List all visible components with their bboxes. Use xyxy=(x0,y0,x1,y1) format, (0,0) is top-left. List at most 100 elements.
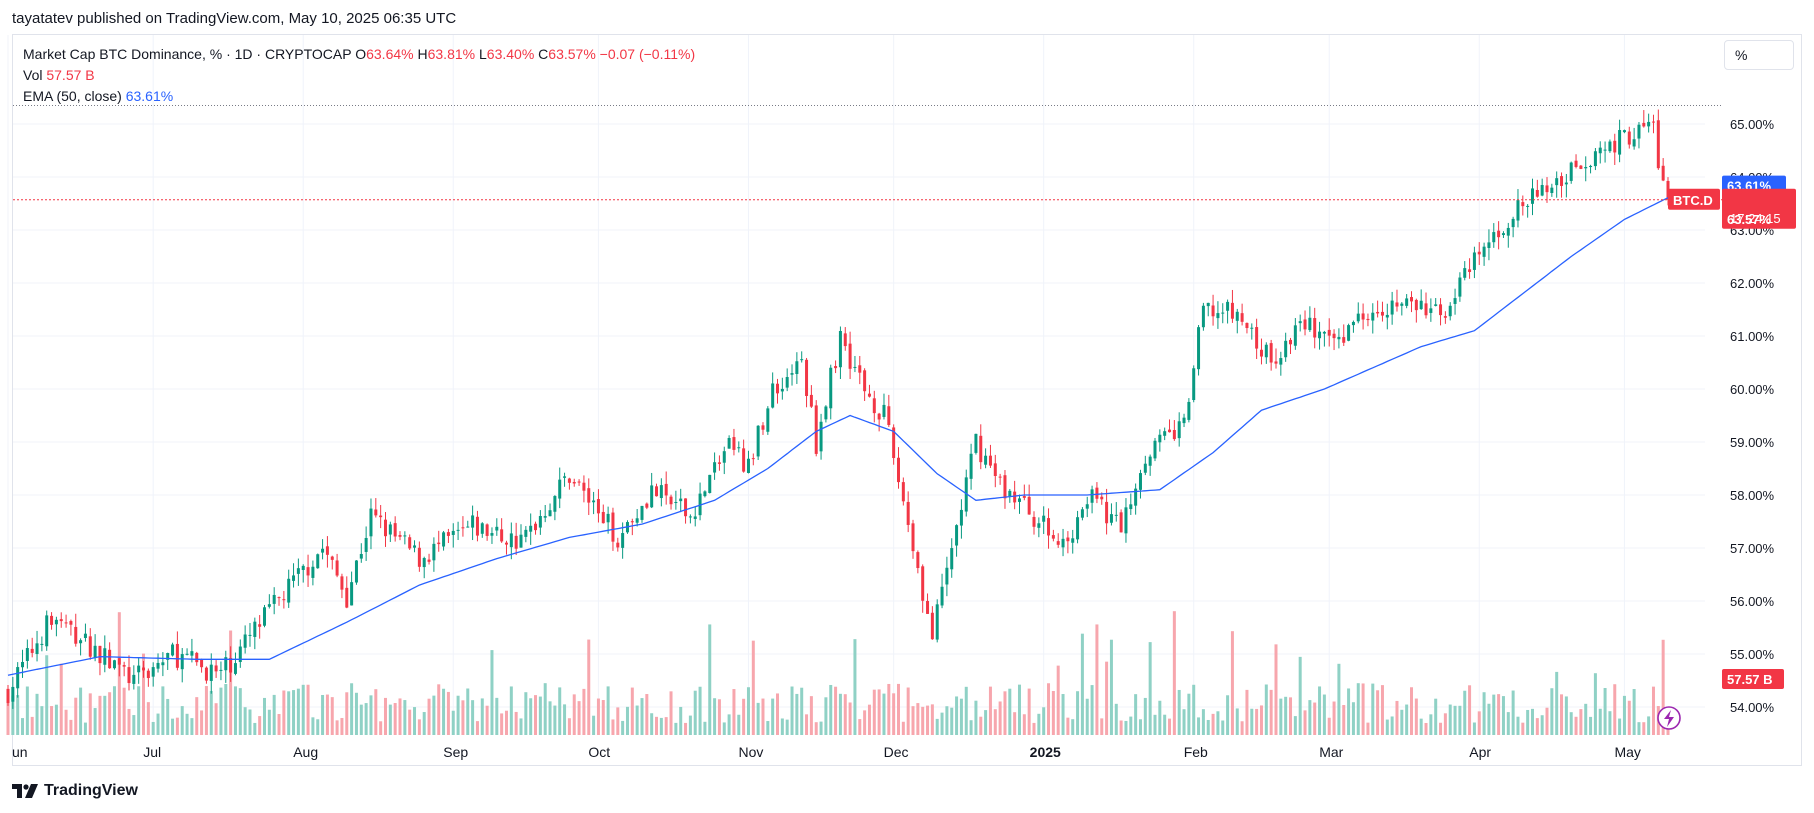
candle-body xyxy=(1506,227,1510,236)
volume-bar xyxy=(224,683,228,735)
volume-bar xyxy=(456,695,460,735)
candle-body xyxy=(563,476,567,478)
volume-bar xyxy=(901,721,905,735)
volume-bar xyxy=(350,683,354,735)
volume-bar xyxy=(1182,709,1186,735)
volume-bar xyxy=(132,715,136,735)
candle-body xyxy=(901,482,905,502)
candle-body xyxy=(1468,269,1472,272)
volume-bar xyxy=(674,722,678,735)
candle-body xyxy=(398,535,402,537)
scale-mode-button[interactable]: % xyxy=(1724,40,1794,70)
volume-bar xyxy=(1545,707,1549,735)
volume-bar xyxy=(1216,711,1220,735)
legend-open-label: O xyxy=(355,46,367,62)
candle-body xyxy=(1284,340,1288,358)
candle-body xyxy=(475,516,479,536)
candle-body xyxy=(359,553,363,559)
candle-body xyxy=(190,651,194,656)
volume-bar xyxy=(1168,718,1172,735)
volume-bar xyxy=(1313,702,1317,735)
candle-body xyxy=(688,516,692,518)
volume-bar xyxy=(1066,717,1070,735)
candle-body xyxy=(742,448,746,472)
candle-body xyxy=(500,529,504,542)
volume-bar xyxy=(1008,688,1012,735)
candle-body xyxy=(1114,514,1118,516)
volume-bar xyxy=(209,690,213,735)
candle-body xyxy=(606,513,610,523)
x-tick-label: Dec xyxy=(884,744,909,760)
volume-bar xyxy=(1027,688,1031,735)
volume-bar xyxy=(882,693,886,735)
candle-body xyxy=(698,493,702,516)
candle-body xyxy=(1656,120,1660,169)
volume-bar xyxy=(11,695,15,735)
countdown-tag: 17:24:15 xyxy=(1730,211,1781,226)
legend-high-label: H xyxy=(417,46,428,62)
volume-bar xyxy=(83,722,87,735)
candle-body xyxy=(911,523,915,552)
volume-bar xyxy=(1472,722,1476,735)
volume-bar xyxy=(1337,663,1341,735)
volume-bar xyxy=(432,695,436,735)
candle-body xyxy=(1385,314,1389,318)
candle-body xyxy=(1100,496,1104,500)
volume-bar xyxy=(708,624,712,735)
candle-body xyxy=(171,644,175,656)
candle-body xyxy=(267,604,271,607)
candle-body xyxy=(572,481,576,484)
volume-bar xyxy=(108,692,112,735)
volume-bar xyxy=(1511,690,1515,735)
publisher-line: tayatatev published on TradingView.com, … xyxy=(12,10,457,27)
candle-body xyxy=(456,529,460,531)
candle-body xyxy=(480,523,484,534)
tradingview-logo[interactable]: TradingView xyxy=(12,782,138,800)
volume-bar xyxy=(398,698,402,735)
candle-body xyxy=(577,481,581,483)
candle-body xyxy=(442,532,446,547)
y-axis-labels: 54.00% 55.00% 56.00% 57.00% 58.00% 59.00% 60.0… xyxy=(1730,117,1775,715)
candle-body xyxy=(1497,230,1501,238)
candle-body xyxy=(132,674,136,684)
candle-body xyxy=(117,658,121,665)
volume-bar xyxy=(1269,689,1273,735)
candle-body xyxy=(1618,130,1622,155)
volume-bar xyxy=(480,698,484,735)
lightning-icon[interactable] xyxy=(1657,706,1681,730)
candle-body xyxy=(1545,185,1549,193)
volume-bar xyxy=(1129,716,1133,735)
candle-body xyxy=(1032,516,1036,527)
volume-bar xyxy=(567,718,571,735)
volume-bar xyxy=(6,693,10,735)
volume-bar xyxy=(655,716,659,735)
volume-bar xyxy=(471,700,475,735)
volume-bar xyxy=(330,697,334,735)
volume-bar xyxy=(233,686,237,735)
candle-body xyxy=(587,488,591,503)
candle-body xyxy=(1540,185,1544,196)
volume-bar xyxy=(93,708,97,735)
volume-bar xyxy=(166,698,170,735)
candle-body xyxy=(311,566,315,578)
candle-body xyxy=(403,535,407,537)
volume-bar xyxy=(325,694,329,735)
volume-bar xyxy=(79,687,83,735)
volume-bar xyxy=(1100,718,1104,735)
volume-bar xyxy=(1468,685,1472,735)
candle-body xyxy=(1003,475,1007,499)
x-tick-label: Jul xyxy=(143,744,161,760)
volume-bar xyxy=(1172,611,1176,735)
volume-bar xyxy=(69,719,73,735)
candle-body xyxy=(1443,316,1447,318)
candle-body xyxy=(1289,339,1293,345)
volume-bar xyxy=(955,696,959,735)
candle-body xyxy=(151,667,155,677)
volume-bar xyxy=(263,697,267,735)
candle-body xyxy=(1061,538,1065,548)
volume-bar xyxy=(717,699,721,735)
chart-frame[interactable] xyxy=(12,34,1802,766)
volume-bar xyxy=(548,701,552,735)
candle-body xyxy=(495,526,499,531)
